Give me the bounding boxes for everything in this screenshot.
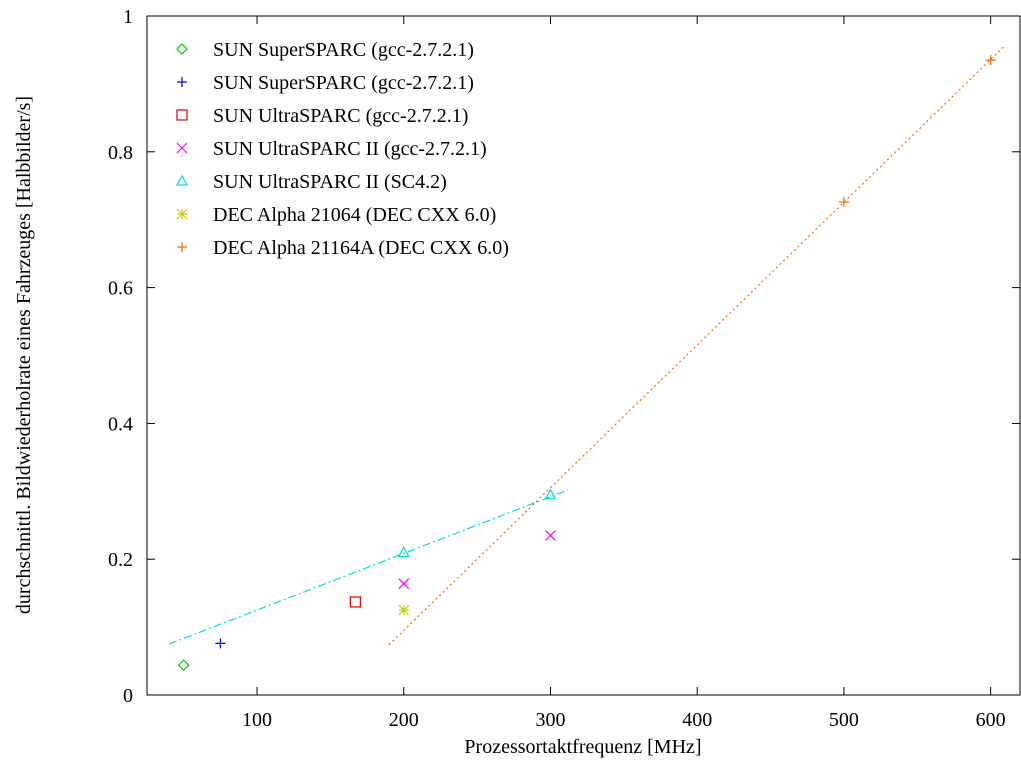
plus-shape xyxy=(838,197,849,208)
x-tick-label: 400 xyxy=(682,709,712,731)
plus-shape xyxy=(177,242,187,252)
legend-label: SUN SuperSPARC (gcc-2.7.2.1) xyxy=(213,72,474,94)
x-tick-label: 600 xyxy=(976,709,1006,731)
legend-entry: DEC Alpha 21164A (DEC CXX 6.0) xyxy=(177,237,509,259)
data-point-cross-marker xyxy=(176,142,188,154)
y-tick-label: 0.8 xyxy=(108,142,133,164)
data-point-triangle-marker xyxy=(397,546,410,558)
legend-entry: DEC Alpha 21064 (DEC CXX 6.0) xyxy=(176,204,496,226)
x-tick-label: 300 xyxy=(535,709,565,731)
plus-shape xyxy=(985,55,996,66)
data-point-square-marker xyxy=(176,109,188,121)
data-point-plus-marker xyxy=(177,242,187,252)
fit-line xyxy=(168,489,569,645)
data-point-cross-marker xyxy=(398,578,410,590)
square-shape xyxy=(176,109,188,121)
x-axis-label: Prozessortaktfrequenz [MHz] xyxy=(464,736,701,758)
y-tick-label: 0.2 xyxy=(108,549,133,571)
data-point-star-marker xyxy=(398,604,410,616)
y-axis-label: durchschnittl. Bildwiederholrate eines F… xyxy=(13,96,35,614)
axis-ticks: 100 200 300 400 500 600 0 0.2 0.4 0.6 0.8 1 xyxy=(108,6,1020,731)
legend-entry: SUN SuperSPARC (gcc-2.7.2.1) xyxy=(177,72,474,94)
data-point-triangle-marker xyxy=(175,174,189,186)
data-point-diamond-marker xyxy=(177,659,190,671)
data-point-plus-marker xyxy=(985,55,996,66)
legend-label: SUN SuperSPARC (gcc-2.7.2.1) xyxy=(213,39,474,61)
legend-label: SUN UltraSPARC II (gcc-2.7.2.1) xyxy=(213,138,487,160)
legend-label: DEC Alpha 21164A (DEC CXX 6.0) xyxy=(213,237,509,259)
star-shape xyxy=(398,604,410,616)
data-point-triangle-marker xyxy=(544,488,557,500)
y-tick-label: 1 xyxy=(123,6,133,28)
plot-area-frame xyxy=(146,15,1021,696)
legend-label: SUN UltraSPARC II (SC4.2) xyxy=(213,171,447,193)
triangle-shape xyxy=(175,174,189,186)
y-tick-label: 0.6 xyxy=(108,278,133,300)
data-point-plus-marker xyxy=(177,77,187,87)
fit-line xyxy=(388,44,1006,646)
fit-lines xyxy=(168,44,1006,646)
y-tick-label: 0.4 xyxy=(108,413,133,435)
x-tick-label: 500 xyxy=(829,709,859,731)
legend-entry: SUN UltraSPARC II (gcc-2.7.2.1) xyxy=(176,138,487,160)
cross-shape xyxy=(398,578,410,590)
data-point-square-marker xyxy=(349,596,361,608)
data-point-cross-marker xyxy=(545,530,556,541)
plus-shape xyxy=(215,638,226,649)
data-point-plus-marker xyxy=(838,197,849,208)
triangle-shape xyxy=(544,488,557,500)
cross-shape xyxy=(176,142,188,154)
data-point-star-marker xyxy=(176,208,188,220)
cross-shape xyxy=(545,530,556,541)
legend-entry: SUN SuperSPARC (gcc-2.7.2.1) xyxy=(176,39,474,61)
legend-label: DEC Alpha 21064 (DEC CXX 6.0) xyxy=(213,204,496,226)
triangle-shape xyxy=(397,546,410,558)
legend-label: SUN UltraSPARC (gcc-2.7.2.1) xyxy=(213,105,468,127)
legend-entry: SUN UltraSPARC II (SC4.2) xyxy=(175,171,447,193)
plus-shape xyxy=(177,77,187,87)
data-point-diamond-marker xyxy=(176,43,188,55)
star-shape xyxy=(176,208,188,220)
y-tick-label: 0 xyxy=(123,685,133,707)
x-tick-label: 200 xyxy=(389,709,419,731)
legend-entry: SUN UltraSPARC (gcc-2.7.2.1) xyxy=(176,105,468,127)
data-point-plus-marker xyxy=(215,638,226,649)
square-shape xyxy=(349,596,361,608)
diamond-shape xyxy=(177,659,190,671)
data-points xyxy=(177,55,996,671)
x-tick-label: 100 xyxy=(242,709,272,731)
legend: SUN SuperSPARC (gcc-2.7.2.1) SUN SuperSPA… xyxy=(175,39,509,259)
diamond-shape xyxy=(176,43,188,55)
